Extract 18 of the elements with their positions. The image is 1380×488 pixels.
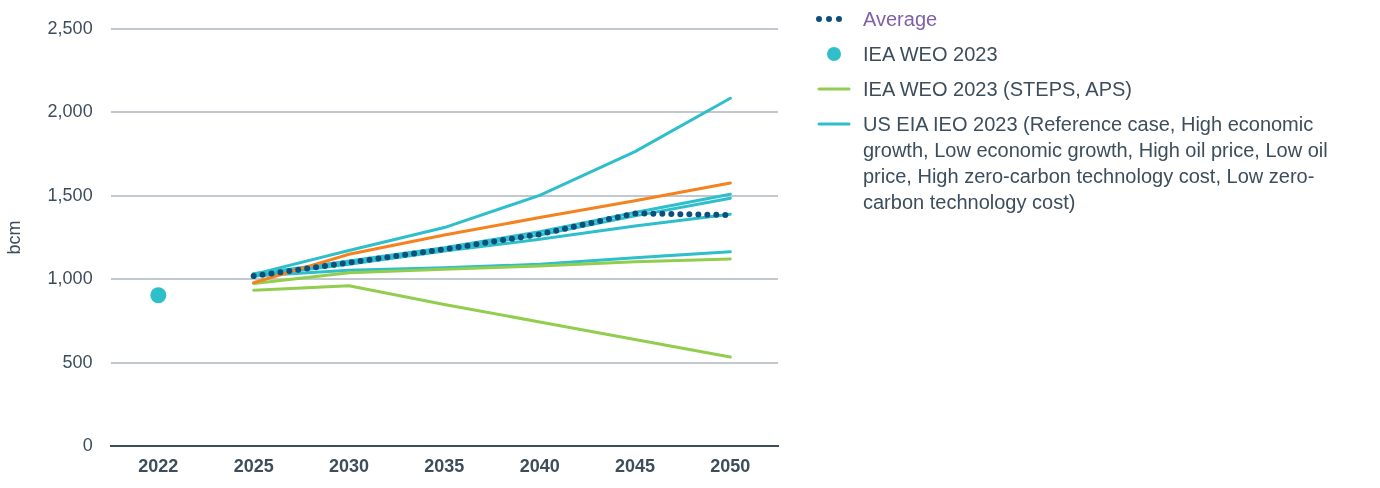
x-tick-label: 2045 <box>614 456 656 477</box>
x-tick-label: 2050 <box>710 456 751 477</box>
y-axis-title: bcm <box>3 220 24 255</box>
y-tick-label: 2,000 <box>47 101 93 122</box>
y-tick-label: 2,500 <box>47 17 93 38</box>
y-tick-label: 1,000 <box>47 268 93 289</box>
legend-label: IEA WEO 2023 <box>863 42 998 67</box>
x-tick-label: 2025 <box>233 456 274 477</box>
x-tick-label: 2022 <box>138 456 179 477</box>
legend-label: Average <box>863 7 938 32</box>
x-tick-label: 2040 <box>519 456 560 477</box>
legend-label: IEA WEO 2023 (STEPS, APS) <box>863 77 1132 102</box>
x-tick-label: 2030 <box>328 456 370 477</box>
y-tick-label: 1,500 <box>47 184 93 205</box>
legend-label: US EIA IEO 2023 (Reference case, High economic growth, Low economic growth, High oil price, Low oil price, High zero-carbon technology cost, Low zero-carbon technology cost) <box>863 112 1329 215</box>
y-tick-label: 0 <box>82 435 93 456</box>
x-tick-label: 2035 <box>424 456 465 477</box>
y-tick-label: 500 <box>62 351 93 372</box>
